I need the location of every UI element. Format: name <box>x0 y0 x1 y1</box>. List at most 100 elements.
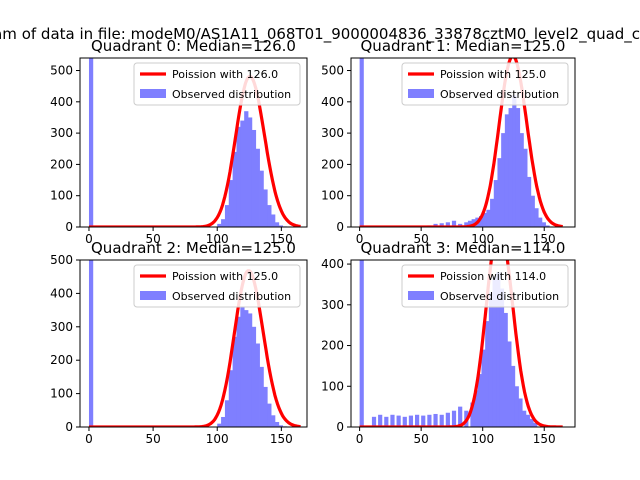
hist-bar <box>415 414 420 427</box>
legend-hist-swatch <box>140 291 166 300</box>
legend-fit-label: Poission with 125.0 <box>172 270 278 283</box>
hist-bar <box>384 416 389 427</box>
hist-bar <box>499 288 505 427</box>
legend: Poission with 125.0 Observed distribution <box>133 264 301 308</box>
hist-bar <box>259 366 264 427</box>
y-tick-label: 0 <box>336 220 344 234</box>
subplot-quadrant-1: 0 50 100 150 0 100 200 300 400 500 Quadrant 1: Med… <box>321 37 576 246</box>
hist-bar <box>248 117 253 227</box>
y-tick-label: 400 <box>321 257 344 271</box>
hist-bar <box>519 133 524 227</box>
hist-bar <box>271 415 276 427</box>
hist-bar <box>263 189 268 227</box>
hist-bar <box>244 111 249 227</box>
hist-bar <box>278 225 284 227</box>
poisson-curve <box>359 260 564 427</box>
hist-bar <box>533 422 538 427</box>
hist-bar <box>228 180 234 227</box>
hist-bar <box>221 219 226 227</box>
legend-fit-label: Poission with 125.0 <box>440 68 546 81</box>
hist-bar <box>490 198 495 227</box>
hist-bar <box>474 390 479 427</box>
y-tick-label: 100 <box>50 387 73 401</box>
hist-bar <box>251 129 257 227</box>
hist-bar <box>507 341 512 427</box>
hist-bar <box>248 313 253 427</box>
hist-bar <box>255 343 260 427</box>
hist-bar <box>514 386 519 427</box>
hist-bar <box>359 58 364 227</box>
histogram <box>88 58 287 227</box>
hist-bar <box>228 370 234 427</box>
hist-bar <box>488 292 494 427</box>
legend-box <box>401 62 569 106</box>
legend-fit-label: Poission with 114.0 <box>440 270 546 283</box>
hist-bar <box>515 108 521 227</box>
histogram <box>88 260 287 427</box>
legend-hist-swatch <box>408 291 434 300</box>
hist-bar <box>236 316 241 427</box>
hist-bar <box>217 423 222 427</box>
subplot-title: Quadrant 1: Median=125.0 <box>361 37 566 55</box>
y-tick-label: 100 <box>321 379 344 393</box>
x-tick-label: 150 <box>533 432 556 446</box>
y-tick-label: 100 <box>321 189 344 203</box>
y-tick-label: 300 <box>321 126 344 140</box>
hist-bar <box>525 414 530 427</box>
hist-bar <box>497 158 502 227</box>
y-tick-label: 0 <box>336 420 344 434</box>
hist-bar <box>541 222 546 227</box>
x-tick-label: 50 <box>414 232 429 246</box>
hist-bar <box>493 180 498 227</box>
hist-bar <box>271 214 276 227</box>
hist-bar <box>224 205 230 227</box>
y-tick-label: 500 <box>321 64 344 78</box>
y-tick-label: 400 <box>50 286 73 300</box>
y-tick-label: 300 <box>321 298 344 312</box>
hist-bar <box>467 220 473 227</box>
axes-frame <box>350 259 576 428</box>
hist-bar <box>88 260 94 427</box>
hist-bar <box>530 195 535 227</box>
hist-bar <box>481 349 486 427</box>
hist-bar <box>518 398 523 427</box>
hist-bar <box>240 120 245 227</box>
hist-bar <box>408 415 414 427</box>
y-tick-label: 200 <box>50 157 73 171</box>
hist-bar <box>477 374 482 427</box>
subplot-quadrant-0: 0 50 100 150 0 100 200 300 400 500 Quadrant 0: Med… <box>50 37 308 246</box>
x-tick-label: 0 <box>85 232 93 246</box>
hist-bar <box>464 222 469 227</box>
hist-bar <box>232 336 237 427</box>
hist-bar <box>538 217 543 227</box>
hist-bar <box>485 321 490 427</box>
y-tick-label: 200 <box>50 353 73 367</box>
hist-bar <box>263 386 268 427</box>
hist-bar <box>433 413 438 427</box>
hist-bar <box>421 415 426 427</box>
hist-bar <box>274 421 280 427</box>
legend-box <box>133 62 301 106</box>
hist-bar <box>503 312 508 427</box>
subplot-title: Quadrant 0: Median=126.0 <box>91 37 296 55</box>
hist-bar <box>274 222 280 227</box>
hist-bar <box>88 58 94 227</box>
x-tick-label: 150 <box>270 432 293 446</box>
hist-bar <box>259 170 264 227</box>
hist-bar <box>221 416 226 427</box>
hist-bar <box>451 220 457 227</box>
legend-hist-swatch <box>408 89 434 98</box>
y-tick-label: 500 <box>50 64 73 78</box>
hist-bar <box>251 326 257 427</box>
axes-frame <box>79 57 308 228</box>
hist-bar <box>236 126 241 227</box>
hist-bar <box>534 208 539 227</box>
hist-bar <box>508 108 513 227</box>
hist-bar <box>471 219 476 227</box>
x-tick-label: 50 <box>145 232 160 246</box>
hist-bar <box>402 416 407 427</box>
x-tick-label: 100 <box>206 432 229 446</box>
hist-bar <box>390 414 395 427</box>
